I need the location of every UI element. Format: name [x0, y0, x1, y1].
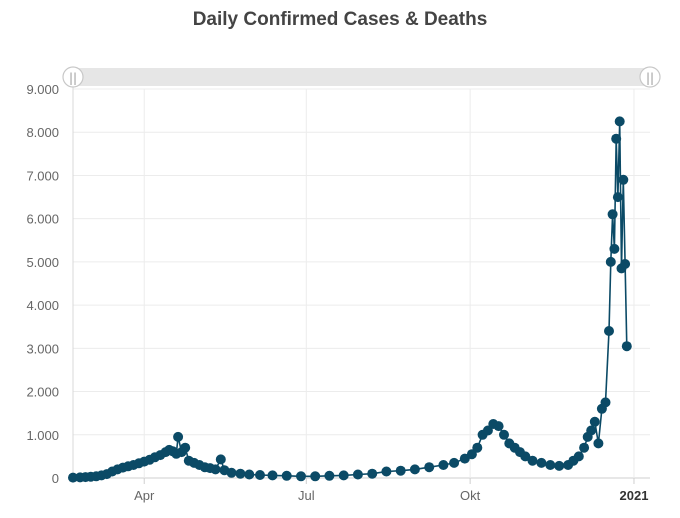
- data-point[interactable]: [367, 468, 378, 479]
- data-point[interactable]: [215, 454, 226, 465]
- data-point[interactable]: [607, 209, 618, 220]
- x-tick-label: Okt: [460, 488, 481, 503]
- handle-glyph: ||: [69, 71, 77, 85]
- y-tick-label: 6.000: [26, 212, 59, 227]
- y-tick-label: 1.000: [26, 428, 59, 443]
- x-tick-label: Apr: [134, 488, 155, 503]
- data-point[interactable]: [472, 442, 483, 453]
- grid-layer: [73, 88, 650, 479]
- y-tick-label: 7.000: [26, 168, 59, 183]
- handle-grip-icon: [62, 66, 84, 88]
- data-point[interactable]: [589, 416, 600, 427]
- y-tick-label: 5.000: [26, 255, 59, 270]
- data-point[interactable]: [424, 462, 435, 473]
- data-point[interactable]: [68, 472, 78, 483]
- data-point[interactable]: [621, 341, 632, 352]
- data-point[interactable]: [554, 460, 565, 471]
- navigator-track: [73, 68, 650, 86]
- series-line: [72, 120, 628, 479]
- data-point[interactable]: [604, 326, 614, 336]
- x-tick-label: 2021: [620, 488, 649, 503]
- handle-grip-icon: [639, 66, 661, 88]
- data-point[interactable]: [614, 116, 625, 127]
- navigator[interactable]: || ||: [62, 66, 661, 88]
- navigator-handle-left[interactable]: ||: [62, 66, 84, 88]
- data-point[interactable]: [593, 438, 604, 449]
- y-tick-label: 0: [52, 471, 59, 486]
- data-point[interactable]: [235, 468, 246, 479]
- data-point[interactable]: [352, 469, 363, 480]
- data-point[interactable]: [605, 256, 616, 267]
- y-tick-label: 9.000: [26, 82, 59, 97]
- data-point[interactable]: [210, 464, 221, 475]
- data-point[interactable]: [395, 465, 406, 476]
- data-point[interactable]: [573, 451, 584, 462]
- y-tick-label: 3.000: [26, 341, 59, 356]
- data-point[interactable]: [520, 451, 531, 462]
- data-point[interactable]: [324, 470, 335, 481]
- data-point[interactable]: [620, 259, 631, 269]
- data-point[interactable]: [338, 470, 349, 481]
- axis-layer: 0 1.000 2.000 3.000 4.000 5.000 6.000 7.000 8.00…: [26, 77, 648, 503]
- data-point[interactable]: [611, 133, 622, 144]
- data-point[interactable]: [226, 467, 237, 478]
- data-point[interactable]: [438, 460, 449, 470]
- series-layer: [72, 120, 628, 479]
- handle-glyph: ||: [646, 71, 654, 85]
- data-point[interactable]: [579, 442, 590, 453]
- data-point[interactable]: [586, 425, 597, 436]
- data-point[interactable]: [296, 471, 306, 482]
- data-point[interactable]: [180, 442, 191, 453]
- data-point[interactable]: [267, 470, 278, 481]
- data-point[interactable]: [600, 397, 611, 408]
- x-tick-label: Jul: [298, 488, 315, 503]
- data-point[interactable]: [281, 470, 292, 481]
- point-layer: [68, 116, 632, 483]
- data-point[interactable]: [545, 460, 556, 470]
- data-point[interactable]: [449, 457, 460, 468]
- data-point[interactable]: [255, 470, 265, 480]
- data-point[interactable]: [173, 431, 184, 442]
- data-point[interactable]: [499, 429, 509, 440]
- navigator-handle-right[interactable]: ||: [639, 66, 661, 88]
- data-point[interactable]: [609, 243, 620, 254]
- data-point[interactable]: [612, 192, 623, 203]
- data-point[interactable]: [310, 471, 321, 482]
- data-point[interactable]: [381, 466, 392, 477]
- data-point[interactable]: [618, 174, 629, 185]
- y-tick-label: 4.000: [26, 298, 59, 313]
- y-tick-label: 8.000: [26, 125, 59, 140]
- chart-title: Daily Confirmed Cases & Deaths: [192, 9, 488, 30]
- data-point[interactable]: [409, 464, 420, 475]
- data-point[interactable]: [244, 469, 255, 480]
- data-point[interactable]: [536, 457, 547, 468]
- y-tick-label: 2.000: [26, 385, 59, 400]
- data-point[interactable]: [527, 455, 538, 466]
- data-point[interactable]: [493, 421, 504, 432]
